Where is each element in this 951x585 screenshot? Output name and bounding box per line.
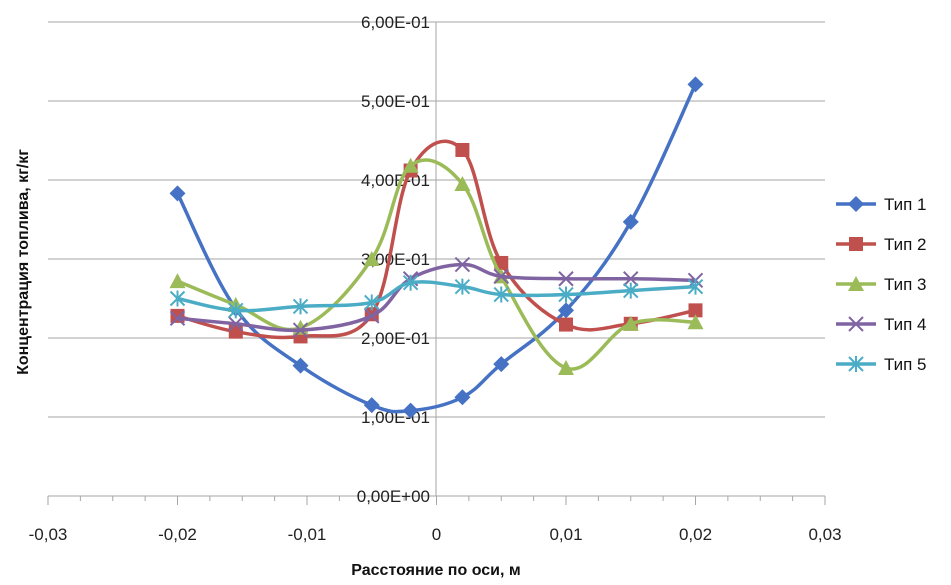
- marker-asterisk: [687, 278, 704, 295]
- axes: -0,03 -0,02 -0,01 0 0,01 0,02 0,030,00E+001,00…: [29, 13, 842, 544]
- marker-triangle: [169, 273, 186, 289]
- marker-square: [228, 324, 243, 339]
- x-tick-label: 0,01: [549, 525, 582, 544]
- marker-asterisk: [558, 286, 574, 303]
- series-line: [175, 83, 698, 414]
- series-4: [169, 256, 704, 338]
- marker-diamond: [363, 397, 380, 414]
- marker-triangle: [402, 157, 419, 173]
- marker-diamond: [687, 76, 704, 93]
- series-5: [169, 274, 704, 319]
- marker-asterisk: [848, 356, 864, 372]
- marker-square: [559, 317, 573, 332]
- y-tick-label: 6,00E-01: [361, 13, 430, 32]
- x-tick-label: -0,02: [158, 525, 197, 544]
- legend-label: Тип 5: [884, 355, 927, 374]
- series-line: [177, 280, 696, 313]
- marker-x: [558, 271, 574, 287]
- marker-square: [170, 308, 185, 323]
- legend: Тип 1 Тип 2 Тип 3 Тип 4 Тип 5: [836, 195, 927, 374]
- legend-label: Тип 4: [884, 315, 927, 334]
- marker-triangle: [558, 360, 574, 376]
- y-tick-label: 0,00E+00: [357, 487, 430, 506]
- marker-asterisk: [454, 278, 471, 295]
- marker-diamond: [169, 185, 186, 202]
- x-tick-label: 0,03: [808, 525, 841, 544]
- marker-x: [169, 310, 186, 326]
- marker-square: [455, 142, 470, 157]
- legend-label: Тип 2: [884, 235, 927, 254]
- y-tick-label: 4,00E-01: [361, 171, 430, 190]
- marker-diamond: [402, 402, 419, 419]
- marker-diamond: [558, 302, 574, 319]
- x-axis-title: Расстояние по оси, м: [351, 562, 520, 579]
- legend-label: Тип 3: [884, 275, 927, 294]
- legend-item: Тип 2: [836, 235, 927, 254]
- legend-item: Тип 1: [836, 195, 927, 214]
- marker-asterisk: [364, 294, 380, 311]
- marker-x: [364, 308, 380, 324]
- series-area: [169, 76, 704, 419]
- y-tick-label: 5,00E-01: [361, 92, 430, 111]
- marker-diamond: [848, 196, 864, 212]
- y-tick-label: 2,00E-01: [361, 329, 430, 348]
- series-line: [177, 139, 696, 340]
- marker-asterisk: [493, 286, 509, 303]
- marker-asterisk: [169, 290, 186, 307]
- marker-triangle: [848, 276, 864, 291]
- y-axis-title: Концентрация топлива, кг/кг: [15, 149, 32, 375]
- marker-diamond: [454, 389, 471, 406]
- legend-label: Тип 1: [884, 195, 927, 214]
- marker-asterisk: [228, 302, 244, 319]
- marker-asterisk: [402, 274, 419, 291]
- x-tick-label: 0: [432, 525, 441, 544]
- marker-diamond: [622, 213, 639, 230]
- marker-triangle: [454, 175, 471, 191]
- x-tick-label: -0,03: [29, 525, 68, 544]
- marker-x: [848, 316, 864, 332]
- marker-x: [292, 322, 309, 338]
- marker-diamond: [493, 356, 510, 373]
- marker-diamond: [292, 357, 309, 374]
- marker-x: [454, 256, 471, 273]
- marker-x: [228, 316, 244, 332]
- marker-square: [849, 237, 863, 251]
- marker-asterisk: [623, 282, 639, 299]
- marker-triangle: [622, 315, 639, 331]
- marker-asterisk: [292, 298, 309, 315]
- marker-x: [623, 271, 639, 287]
- x-tick-label: -0,01: [288, 525, 327, 544]
- marker-triangle: [687, 314, 704, 330]
- marker-square: [688, 303, 703, 318]
- series-line: [177, 262, 696, 333]
- marker-x: [493, 268, 509, 285]
- legend-item: Тип 4: [836, 315, 927, 334]
- legend-item: Тип 3: [836, 275, 927, 294]
- x-tick-label: 0,02: [679, 525, 712, 544]
- legend-item: Тип 5: [836, 355, 927, 374]
- marker-triangle: [363, 251, 380, 266]
